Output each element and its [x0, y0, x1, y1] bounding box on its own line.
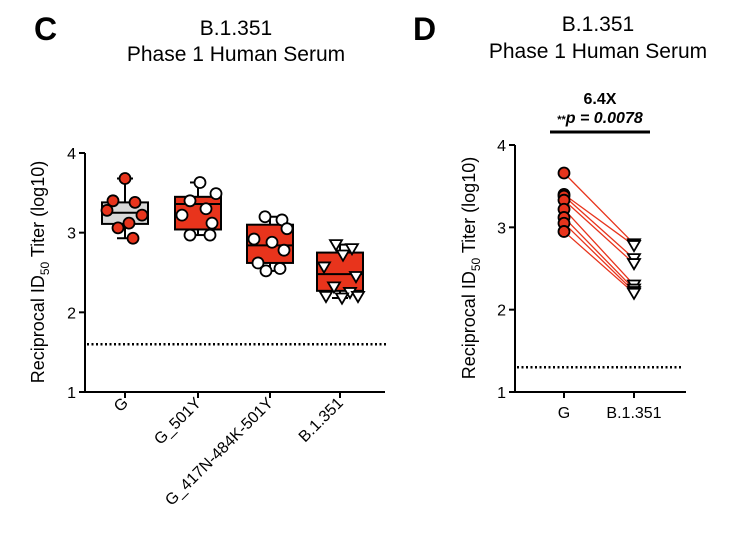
panel-d-data-point-b1351	[626, 258, 642, 272]
panel-c-data-point	[209, 187, 223, 201]
panel-d-x-tick-label: G	[558, 405, 570, 422]
panel-c-data-point	[259, 264, 273, 278]
panel-c-data-point	[334, 292, 350, 306]
panel-c-data-point	[251, 256, 265, 270]
panel-c-data-point	[258, 210, 272, 224]
panel-c-x-tick-label: B.1.351	[296, 395, 347, 446]
panel-c-data-point	[265, 235, 279, 249]
panel-c-x-tick-label: G_501Y	[151, 395, 205, 449]
panel-d-data-point-b1351	[626, 240, 642, 253]
panel-d-y-tick-label: 4	[497, 138, 506, 155]
panel-c-data-point	[183, 228, 197, 242]
panel-c-data-point	[316, 261, 332, 275]
panel-c-data-point	[128, 195, 142, 209]
panel-c-data-point	[350, 290, 366, 304]
panel-d-pair-line	[563, 222, 635, 293]
panel-c-ylabel-sub: 50	[38, 262, 52, 276]
panel-c-data-point	[111, 221, 125, 235]
panel-d-title-line1: B.1.351	[562, 13, 634, 36]
panel-c-y-tick-label: 1	[67, 385, 76, 402]
panel-d-data-point-g	[557, 166, 571, 180]
panel-c-title-line1: B.1.351	[200, 17, 272, 40]
panel-c-title-line2: Phase 1 Human Serum	[127, 43, 345, 66]
panel-d-ylabel-sub: 50	[469, 258, 483, 272]
panel-c-data-point	[326, 281, 342, 295]
panel-c-y-tick-label: 4	[67, 146, 76, 163]
panel-d-pair-line	[563, 230, 635, 294]
panel-c-y-tick-label: 2	[67, 305, 76, 322]
panel-d-p-stars: **	[557, 114, 566, 126]
panel-c-data-point	[277, 243, 291, 257]
panel-c-data-point	[118, 172, 132, 185]
panel-c-y-axis-label: Reciprocal ID50 Titer (log10)	[28, 161, 52, 383]
panel-d: D B.1.351 Phase 1 Human Serum Reciprocal…	[413, 11, 707, 422]
panel-c-data-point	[273, 262, 287, 275]
panel-c: C B.1.351 Phase 1 Human Serum Reciprocal…	[28, 11, 388, 509]
panel-d-p-label: p = 0.0078	[565, 110, 643, 127]
panel-c-ylabel-post: Titer (log10)	[28, 161, 48, 262]
panel-d-pair-line	[563, 193, 635, 246]
panel-d-pair-line	[563, 216, 635, 290]
panel-c-ylabel-pre: Reciprocal ID	[28, 275, 48, 383]
panel-c-y-tick-label: 3	[67, 226, 76, 243]
panel-d-pair-line	[563, 199, 635, 265]
panel-c-letter: C	[34, 11, 57, 47]
panel-c-data-point	[335, 249, 351, 263]
panel-d-data-point-b1351	[626, 287, 642, 301]
panel-c-data-point	[344, 243, 360, 257]
panel-c-data-point	[328, 239, 344, 253]
panel-d-pair-line	[563, 195, 635, 260]
panel-d-title-line2: Phase 1 Human Serum	[489, 40, 707, 63]
panel-d-x-tick-label: B.1.351	[606, 405, 661, 422]
panel-d-pair-line	[563, 172, 635, 245]
panel-c-data-point	[100, 203, 114, 217]
panel-c-data-point	[280, 222, 294, 236]
panel-c-data-point	[135, 208, 149, 222]
panel-d-y-tick-label: 1	[497, 385, 506, 402]
panel-c-data-point	[205, 216, 219, 230]
panel-d-y-tick-label: 3	[497, 220, 506, 237]
panel-d-p-value: **p = 0.0078	[557, 110, 643, 127]
panel-c-data-point	[122, 216, 136, 230]
panel-c-data-point	[203, 228, 217, 242]
panel-d-ylabel-post: Titer (log10)	[459, 157, 479, 258]
panel-c-data-point	[247, 232, 261, 246]
panel-d-data-point-g	[557, 225, 571, 238]
panel-d-fold-label: 6.4X	[584, 91, 617, 108]
panel-d-ylabel-pre: Reciprocal ID	[459, 271, 479, 379]
panel-d-y-axis-label: Reciprocal ID50 Titer (log10)	[459, 157, 483, 379]
panel-d-letter: D	[413, 11, 436, 47]
panel-d-y-tick-label: 2	[497, 303, 506, 320]
panel-d-plot: 1 2 3 4 G B.1.351	[497, 138, 686, 422]
panel-c-data-point	[193, 176, 207, 189]
panel-c-data-point	[126, 231, 140, 245]
panel-c-data-point	[106, 194, 120, 208]
panel-c-data-point	[183, 194, 197, 208]
panel-c-data-point	[199, 202, 213, 216]
panel-c-data-point	[348, 271, 364, 284]
panel-c-data-point	[318, 290, 334, 304]
panel-c-x-tick-label: G	[111, 395, 132, 416]
panel-c-data-point	[175, 208, 189, 222]
panel-d-pair-line	[563, 208, 635, 286]
